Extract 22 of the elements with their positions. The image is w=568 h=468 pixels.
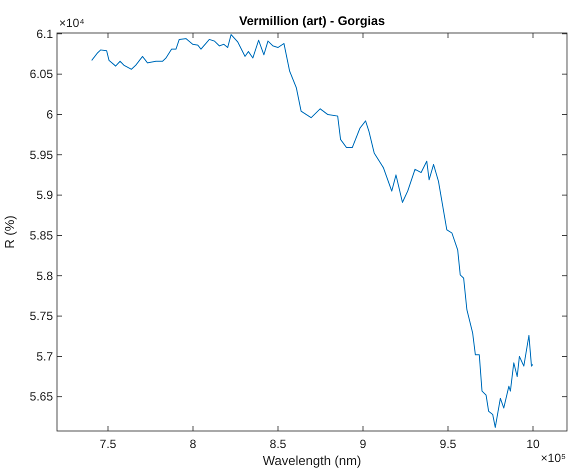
x-tick-label: 8 xyxy=(190,437,197,451)
y-tick-label: 5.95 xyxy=(30,148,54,162)
x-tick-label: 7.5 xyxy=(100,437,117,451)
y-tick-label: 6 xyxy=(46,107,54,122)
text: ×10⁵ xyxy=(540,451,566,465)
x-axis-title: Wavelength (nm) xyxy=(262,453,362,468)
y-tick-label: 5.75 xyxy=(30,309,54,324)
x-tick-label: 9.5 xyxy=(440,437,457,451)
line-series xyxy=(91,34,534,428)
x-tick-label: 8.5 xyxy=(270,437,287,451)
x-tick-label: 10 xyxy=(526,437,540,451)
y-tick-label: 5.7 xyxy=(36,349,54,364)
y-tick-label: 6.05 xyxy=(30,67,54,82)
y-tick-label: 5.85 xyxy=(30,228,54,242)
y-tick-label: 5.65 xyxy=(30,390,54,404)
y-axis-title: R (%) xyxy=(2,215,17,249)
y-tick-label: 5.9 xyxy=(36,188,54,202)
y-tick-label: 6.1 xyxy=(36,26,54,41)
text: ×10⁴ xyxy=(59,16,85,30)
chart-title: Vermillion (art) - Gorgias xyxy=(239,14,385,28)
x-tick-label: 9 xyxy=(360,437,367,451)
y-tick-label: 5.8 xyxy=(36,268,54,283)
